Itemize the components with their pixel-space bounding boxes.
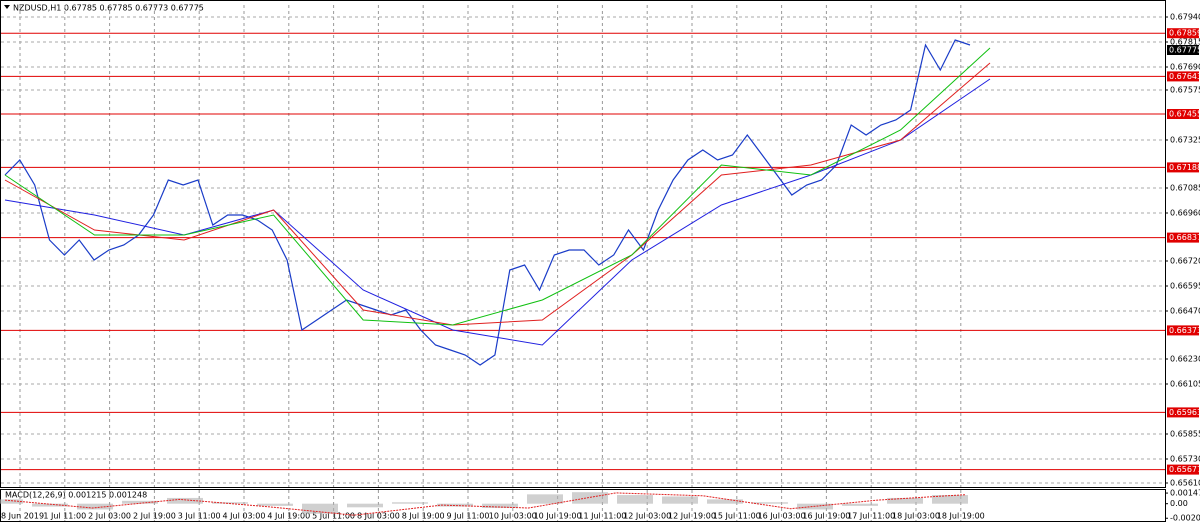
macd-bar <box>752 502 788 504</box>
y-tick-label: 0.66720 <box>1170 257 1200 266</box>
y-tick-label: 0.65855 <box>1170 430 1200 439</box>
macd-bar <box>842 503 878 506</box>
y-tick-label: 0.67575 <box>1170 86 1200 95</box>
time-label: 8 Jul 03:00 <box>357 512 400 521</box>
macd-bar <box>302 503 338 514</box>
macd-bar <box>167 497 203 504</box>
moving-average <box>4 62 991 326</box>
level-label: 0.67188 <box>1169 163 1200 172</box>
y-tick-label: 0.66230 <box>1170 355 1200 364</box>
time-label: 15 Jul 11:00 <box>713 512 761 521</box>
time-label: 16 Jul 03:00 <box>758 512 806 521</box>
level-label: 0.65963 <box>1169 408 1200 417</box>
menu-arrow[interactable] <box>4 5 10 9</box>
macd-bar <box>482 503 518 509</box>
main-frame <box>0 0 1166 488</box>
macd-bar <box>707 499 743 504</box>
macd-bar <box>212 502 248 504</box>
level-label: 0.66373 <box>1169 326 1200 335</box>
price-line <box>4 39 971 366</box>
current-price-tag <box>1167 45 1199 55</box>
time-label: 16 Jul 19:00 <box>802 512 850 521</box>
symbol-header: NZDUSD,H1 0.67785 0.67785 0.67773 0.6777… <box>13 4 204 13</box>
level-tag <box>1167 71 1199 82</box>
macd-bar <box>617 495 653 504</box>
time-label: 12 Jul 19:00 <box>668 512 716 521</box>
macd-bar <box>887 497 923 504</box>
time-label: 18 Jul 19:00 <box>937 512 985 521</box>
time-label: 9 Jul 11:00 <box>447 512 490 521</box>
macd-bar <box>392 502 428 504</box>
y-tick-label: 0.67690 <box>1170 63 1200 72</box>
y-tick-label: 0.65730 <box>1170 455 1200 464</box>
y-tick-label: 0.66960 <box>1170 209 1200 218</box>
macd-bar <box>527 494 563 504</box>
level-label: 0.67859 <box>1169 29 1200 38</box>
level-tag <box>1167 407 1199 418</box>
time-label: 5 Jul 11:00 <box>312 512 355 521</box>
macd-signal <box>4 492 966 516</box>
level-tag <box>1167 162 1199 173</box>
time-label: 4 Jul 03:00 <box>223 512 266 521</box>
time-label: 3 Jul 11:00 <box>178 512 221 521</box>
time-label: 18 Jul 03:00 <box>892 512 940 521</box>
y-tick-label: 0.67325 <box>1170 136 1200 145</box>
time-label: 12 Jul 03:00 <box>623 512 671 521</box>
level-label: 0.67643 <box>1169 72 1200 81</box>
macd-bar <box>122 500 158 504</box>
time-label: 2 Jul 19:00 <box>133 512 176 521</box>
level-label: 0.65677 <box>1169 465 1200 474</box>
macd-tick-label: 0.00 <box>1170 499 1188 508</box>
y-tick-label: 0.65610 <box>1170 479 1200 488</box>
level-tag <box>1167 109 1199 119</box>
time-label: 1 Jul 11:00 <box>43 512 86 521</box>
time-label: 17 Jul 11:00 <box>847 512 895 521</box>
macd-bar <box>0 499 23 504</box>
y-tick-label: 0.66595 <box>1170 282 1200 291</box>
level-tag <box>1167 464 1199 475</box>
y-tick-label: 0.66470 <box>1170 307 1200 316</box>
level-label: 0.66837 <box>1169 233 1200 242</box>
time-label: 10 Jul 19:00 <box>534 512 582 521</box>
time-label: 28 Jun 2019 <box>0 512 44 521</box>
macd-tick-label: 0.001474 <box>1170 489 1200 498</box>
time-label: 11 Jul 11:00 <box>578 512 626 521</box>
y-tick-label: 0.67815 <box>1170 38 1200 47</box>
macd-bar <box>437 503 473 507</box>
time-label: 8 Jul 19:00 <box>402 512 445 521</box>
level-tag <box>1167 28 1199 39</box>
macd-tick-label: -0.002018 <box>1170 514 1200 523</box>
macd-bar <box>662 496 698 504</box>
y-tick-label: 0.67085 <box>1170 184 1200 193</box>
macd-bar <box>32 503 68 507</box>
current-price-label: 0.67775 <box>1169 46 1200 55</box>
level-tag <box>1167 232 1199 243</box>
level-label: 0.67455 <box>1169 110 1200 119</box>
time-label: 10 Jul 03:00 <box>489 512 537 521</box>
time-label: 4 Jul 19:00 <box>267 512 310 521</box>
macd-bar <box>257 503 293 506</box>
macd-bar <box>77 503 113 510</box>
macd-bar <box>932 495 968 504</box>
macd-bar <box>572 492 608 504</box>
time-label: 2 Jul 03:00 <box>88 512 131 521</box>
macd-label: MACD(12,26,9) 0.001215 0.001248 <box>5 491 147 500</box>
y-tick-label: 0.67940 <box>1170 13 1200 22</box>
macd-bar <box>347 503 383 508</box>
moving-average <box>4 78 991 346</box>
y-tick-label: 0.66105 <box>1170 380 1200 389</box>
level-tag <box>1167 325 1199 336</box>
moving-average <box>4 47 991 326</box>
